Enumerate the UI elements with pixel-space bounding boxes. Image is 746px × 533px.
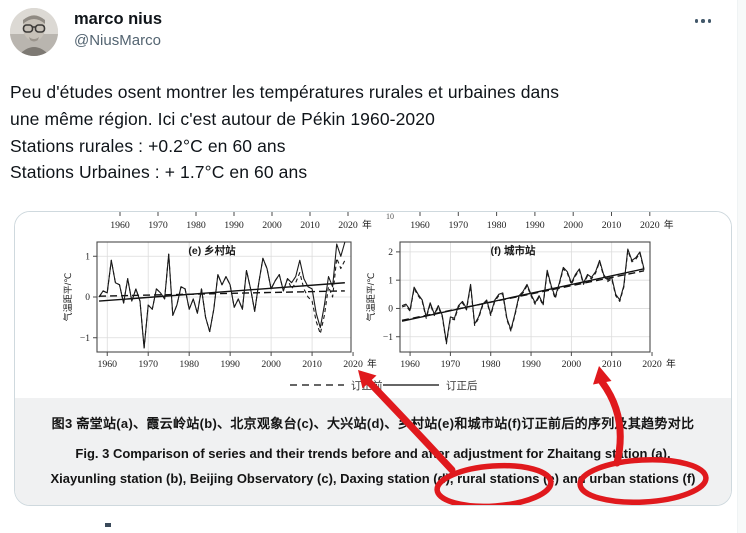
svg-text:1960: 1960 xyxy=(97,359,117,370)
avatar[interactable] xyxy=(10,8,58,56)
svg-text:1990: 1990 xyxy=(224,220,244,231)
tweet-text: Peu d'études osent montrer les températu… xyxy=(10,82,560,183)
svg-text:年: 年 xyxy=(664,218,674,231)
svg-text:1980: 1980 xyxy=(481,359,501,370)
more-dot-icon xyxy=(694,19,699,23)
svg-text:1970: 1970 xyxy=(449,220,469,231)
svg-text:2020: 2020 xyxy=(642,359,662,370)
svg-text:2010: 2010 xyxy=(602,359,622,370)
svg-text:1990: 1990 xyxy=(521,359,541,370)
more-dot-icon xyxy=(701,19,705,23)
figure-caption-chinese: 图3 斋堂站(a)、霞云岭站(b)、北京观象台(c)、大兴站(d)、乡村站(e)… xyxy=(51,416,695,431)
caption-en-line2: Xiayunling station (b), Beijing Observat… xyxy=(50,471,696,486)
svg-text:2010: 2010 xyxy=(302,359,322,370)
svg-text:2010: 2010 xyxy=(602,220,622,231)
svg-text:订正后: 订正后 xyxy=(446,380,478,392)
figure-caption-english: Fig. 3 Comparison of series and their tr… xyxy=(15,441,731,491)
svg-text:1960: 1960 xyxy=(110,220,130,231)
svg-text:气温距平/℃: 气温距平/℃ xyxy=(62,273,73,322)
svg-text:−1: −1 xyxy=(80,334,90,344)
svg-text:年: 年 xyxy=(362,218,372,231)
svg-text:−1: −1 xyxy=(383,333,393,343)
author-names: marco nius @NiusMarco xyxy=(74,11,162,48)
svg-text:2010: 2010 xyxy=(300,220,320,231)
author-display-name[interactable]: marco nius xyxy=(74,10,163,28)
svg-text:2000: 2000 xyxy=(563,220,583,231)
svg-text:年: 年 xyxy=(367,357,377,370)
clipped-content-fragment xyxy=(105,523,111,527)
svg-text:1990: 1990 xyxy=(220,359,240,370)
page-gutter xyxy=(738,0,746,533)
avatar-portrait-image xyxy=(10,8,58,56)
svg-text:0: 0 xyxy=(85,293,90,303)
more-dot-icon xyxy=(707,19,712,23)
svg-text:(e) 乡村站: (e) 乡村站 xyxy=(188,244,236,257)
svg-text:1980: 1980 xyxy=(186,220,206,231)
svg-text:2020: 2020 xyxy=(343,359,363,370)
svg-text:2020: 2020 xyxy=(338,220,358,231)
svg-text:1980: 1980 xyxy=(179,359,199,370)
svg-text:1970: 1970 xyxy=(138,359,158,370)
svg-text:2020: 2020 xyxy=(640,220,660,231)
svg-text:2000: 2000 xyxy=(261,359,281,370)
svg-text:年: 年 xyxy=(666,357,676,370)
svg-text:1: 1 xyxy=(85,252,90,262)
figure-caption-area: 图3 斋堂站(a)、霞云岭站(b)、北京观象台(c)、大兴站(d)、乡村站(e)… xyxy=(15,398,731,505)
figure-area: −1 0 1 1960 1970 1980 1990 2000 2010 2020 年 1960 197… xyxy=(15,212,731,398)
svg-text:1970: 1970 xyxy=(441,359,461,370)
column-divider xyxy=(737,0,738,533)
svg-text:1: 1 xyxy=(388,276,393,286)
svg-text:1960: 1960 xyxy=(410,220,430,231)
tweet-media-card[interactable]: −1 0 1 1960 1970 1980 1990 2000 2010 2020 年 1960 197… xyxy=(14,211,732,506)
svg-text:2000: 2000 xyxy=(262,220,282,231)
svg-text:2000: 2000 xyxy=(562,359,582,370)
svg-text:订正前: 订正前 xyxy=(351,379,383,392)
svg-text:气温距平/℃: 气温距平/℃ xyxy=(365,273,376,322)
svg-text:10: 10 xyxy=(386,212,394,221)
svg-text:1980: 1980 xyxy=(487,220,507,231)
svg-text:(f) 城市站: (f) 城市站 xyxy=(491,244,536,257)
author-handle[interactable]: @NiusMarco xyxy=(74,31,161,49)
more-options-button[interactable] xyxy=(688,12,718,30)
svg-text:0: 0 xyxy=(388,305,393,315)
caption-en-line1: Fig. 3 Comparison of series and their tr… xyxy=(75,446,671,461)
svg-text:2: 2 xyxy=(388,248,393,258)
svg-text:1960: 1960 xyxy=(400,359,420,370)
svg-text:1970: 1970 xyxy=(148,220,168,231)
svg-text:1990: 1990 xyxy=(525,220,545,231)
